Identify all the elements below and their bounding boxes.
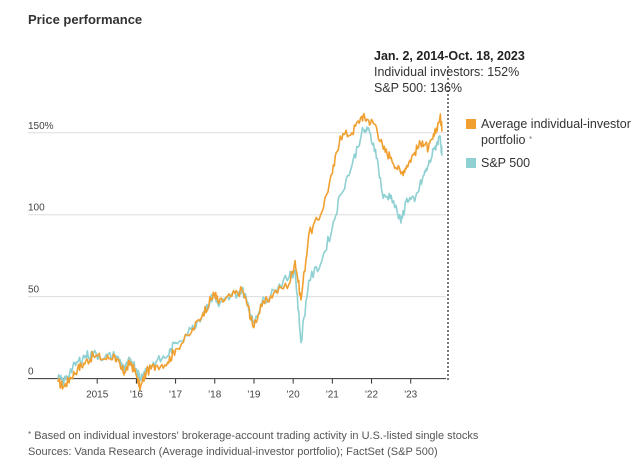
- x-tick-label: '16: [130, 390, 143, 401]
- annotation-individual-investors: Individual investors: 152%: [374, 65, 520, 79]
- annotation-date-range: Jan. 2, 2014-Oct. 18, 2023: [374, 49, 525, 63]
- series-line-sp500: [57, 126, 443, 386]
- x-tick-label: '18: [208, 390, 221, 401]
- chart-title: Price performance: [28, 12, 143, 27]
- series-line-individual-portfolio: [57, 112, 443, 392]
- annotation: Jan. 2, 2014-Oct. 18, 2023 Individual in…: [374, 48, 525, 96]
- y-tick-label: 150%: [28, 121, 54, 132]
- legend-swatch-orange: [466, 119, 476, 129]
- x-tick-label: '20: [287, 390, 300, 401]
- legend-swatch-teal: [466, 158, 476, 168]
- sources: Sources: Vanda Research (Average individ…: [28, 446, 438, 458]
- x-tick-label: '21: [326, 390, 339, 401]
- annotation-sp500: S&P 500: 136%: [374, 81, 463, 95]
- legend-label-sp500: S&P 500: [481, 156, 531, 170]
- footnote-marker: *: [28, 430, 32, 439]
- x-tick-label: '23: [404, 390, 417, 401]
- footnote-text: Based on individual investors' brokerage…: [34, 430, 479, 442]
- legend-label-line1: Average individual-investor: [481, 117, 631, 131]
- y-tick-label: 50: [28, 285, 40, 296]
- y-tick-label: 100: [28, 203, 45, 214]
- footnote: * Based on individual investors' brokera…: [28, 430, 478, 442]
- x-tick-label: 2015: [86, 390, 109, 401]
- x-tick-label: '22: [365, 390, 378, 401]
- x-tick-label: '17: [169, 390, 182, 401]
- legend-footnote-marker: *: [528, 135, 533, 144]
- y-tick-label: 0: [28, 367, 34, 378]
- x-tick-label: '19: [247, 390, 260, 401]
- legend-label-line2: portfolio: [481, 133, 526, 147]
